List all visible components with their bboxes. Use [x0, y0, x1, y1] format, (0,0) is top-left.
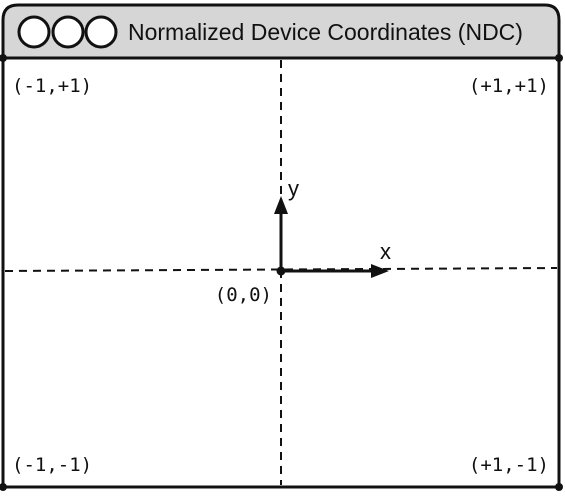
origin-label: (0,0) [215, 284, 272, 306]
title-bar [1, 3, 561, 60]
x-axis-label: x [380, 239, 391, 264]
window-button-2[interactable] [51, 15, 85, 49]
corner-dot-top-left [0, 54, 7, 62]
origin-dot [276, 266, 286, 276]
y-axis-label: y [288, 176, 299, 201]
corner-label-bottom-right: (+1,-1) [469, 454, 549, 476]
corner-dot-bottom-left [0, 483, 7, 491]
corner-label-top-left: (-1,+1) [12, 75, 92, 97]
window-button-1[interactable] [17, 15, 51, 49]
corner-label-top-right: (+1,+1) [469, 75, 549, 97]
y-axis-arrowhead [274, 196, 288, 214]
corner-dot-top-right [555, 54, 563, 62]
corner-dot-bottom-right [555, 483, 563, 491]
corner-label-bottom-left: (-1,-1) [12, 454, 92, 476]
window-title: Normalized Device Coordinates (NDC) [128, 19, 523, 45]
x-axis-arrowhead [371, 264, 389, 278]
window-button-3[interactable] [84, 15, 118, 49]
